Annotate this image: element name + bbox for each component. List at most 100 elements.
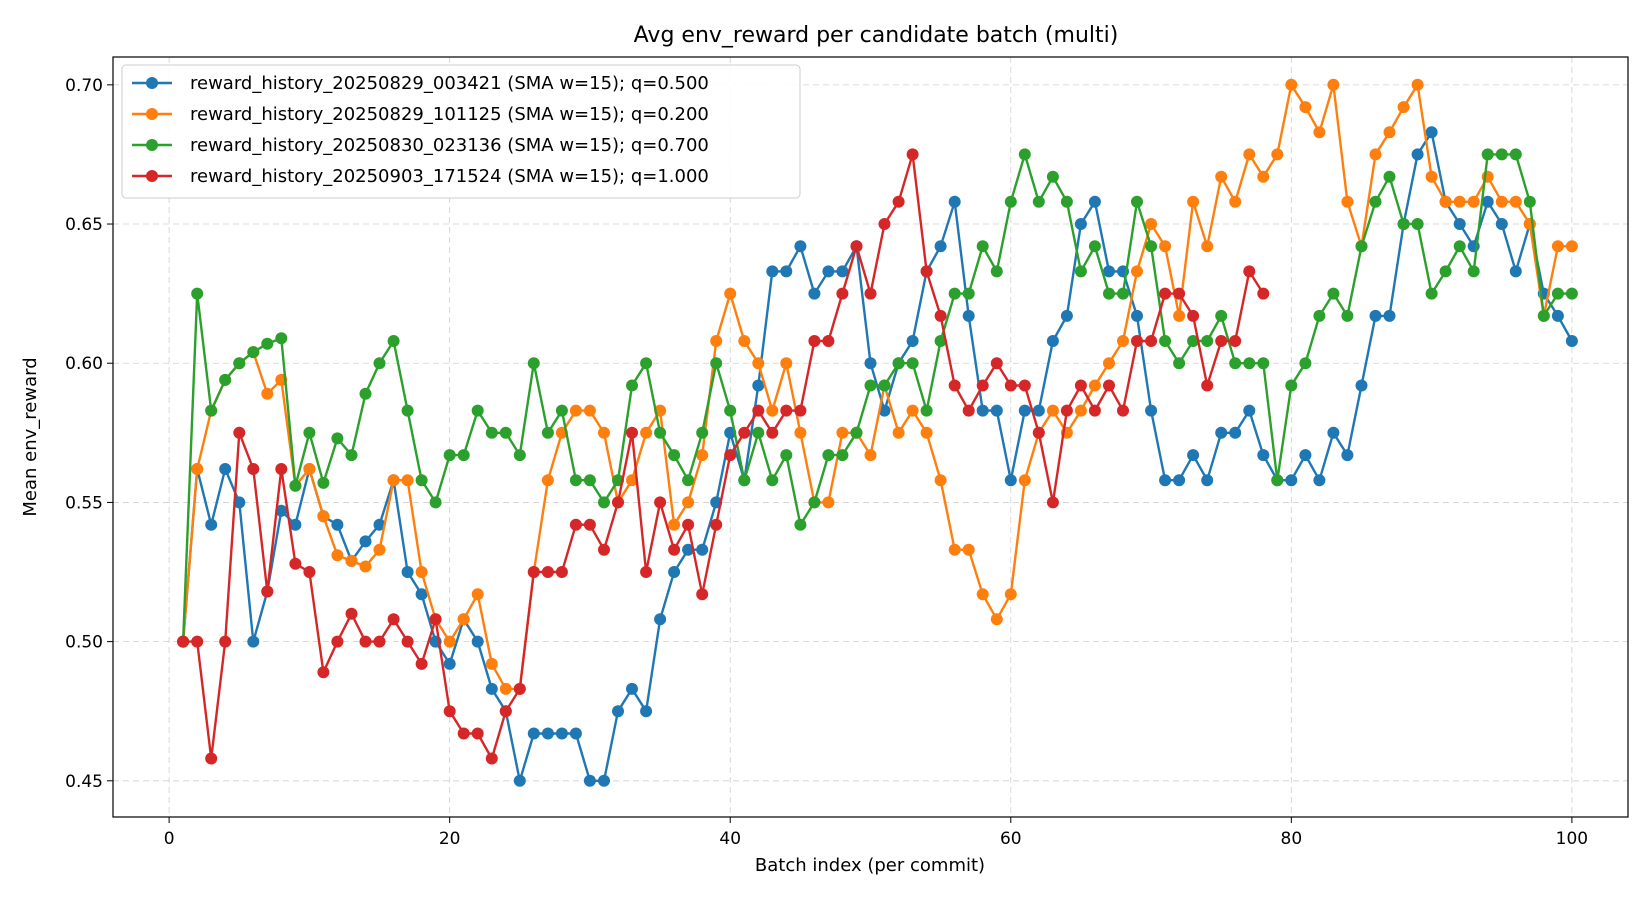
series-1-point: [682, 543, 695, 556]
series-1-point: [1173, 474, 1186, 487]
series-3-point: [808, 496, 821, 509]
series-3-point: [864, 379, 877, 392]
series-1-point: [752, 379, 765, 392]
series-1-point: [1285, 474, 1298, 487]
series-1-point: [1341, 449, 1354, 462]
series-3-point: [499, 426, 512, 439]
series-4-point: [794, 404, 807, 417]
series-2-point: [794, 426, 807, 439]
series-2-point: [401, 474, 414, 487]
series-3-point: [261, 337, 274, 350]
series-4-point: [612, 496, 624, 509]
series-1-point: [864, 357, 877, 370]
series-2-point: [948, 543, 961, 556]
series-4-point: [471, 727, 484, 740]
series-1-point: [1046, 335, 1059, 347]
series-4-point: [583, 518, 596, 531]
series-3-point: [1060, 195, 1073, 208]
series-4: [177, 148, 1270, 765]
series-2-point: [1467, 195, 1480, 208]
series-4-point: [962, 404, 975, 417]
series-4-point: [219, 635, 232, 648]
series-2-point: [1187, 195, 1200, 208]
series-2-point: [191, 463, 204, 475]
series-1-point: [1551, 309, 1564, 322]
series-4-point: [345, 607, 358, 620]
series-1-point: [906, 335, 919, 347]
series-4-point: [920, 265, 933, 278]
series-2-point: [1397, 101, 1410, 114]
series-1-point: [1215, 426, 1228, 439]
series-1-point: [1145, 404, 1158, 417]
series-2-point: [331, 549, 344, 562]
series-3-point: [892, 357, 905, 370]
series-2-point: [1411, 78, 1424, 91]
series-3-point: [682, 474, 695, 487]
series-1-point: [1257, 449, 1270, 462]
series-4-point: [682, 518, 695, 531]
legend-swatch-marker: [146, 77, 158, 89]
series-3-point: [738, 474, 751, 487]
series-2-point: [1018, 474, 1031, 487]
series-4-point: [499, 705, 512, 718]
series-1-point: [359, 535, 372, 548]
series-3-point: [275, 332, 288, 345]
series-2-point: [1215, 170, 1228, 183]
series-4-point: [261, 585, 274, 598]
series-2-point: [1074, 404, 1087, 417]
series-4-point: [738, 426, 751, 439]
series-4-point: [1159, 287, 1172, 300]
series-4-point: [668, 543, 681, 556]
series-3-point: [485, 426, 498, 439]
series-3-point: [654, 426, 667, 439]
series-3-point: [1257, 357, 1270, 370]
series-4-point: [1145, 335, 1158, 347]
series-3-point: [191, 287, 204, 300]
series-3-point: [331, 432, 344, 445]
series-3-point: [1537, 309, 1550, 322]
series-1-point: [275, 504, 288, 517]
series-4-point: [808, 335, 821, 347]
series-4-point: [513, 682, 526, 695]
series-3-point: [1467, 265, 1480, 278]
series-2-point: [976, 588, 989, 601]
series-3-point: [1145, 240, 1158, 253]
series-1-point: [527, 727, 540, 740]
series-4-point: [1117, 404, 1129, 417]
series-3-point: [822, 449, 835, 462]
series-4-point: [289, 557, 302, 570]
series-4-point: [654, 496, 667, 509]
legend-swatch-marker: [146, 139, 158, 151]
series-3-point: [668, 449, 681, 462]
series-3-point: [1369, 195, 1382, 208]
series-1-point: [1369, 309, 1382, 322]
series-1-point: [1327, 426, 1340, 439]
series-1-point: [1103, 265, 1115, 278]
series-3-point: [387, 335, 400, 347]
series-2-point: [780, 357, 793, 370]
x-tick-label: 40: [719, 829, 741, 849]
x-tick-label: 20: [439, 829, 461, 849]
series-2-point: [1327, 78, 1340, 91]
series-2-point: [1425, 170, 1438, 183]
y-tick-label: 0.55: [65, 493, 103, 513]
series-2-point: [822, 496, 835, 509]
series-3-point: [233, 357, 246, 370]
series-4-point: [710, 518, 723, 531]
legend: reward_history_20250829_003421 (SMA w=15…: [121, 64, 801, 199]
series-1-point: [1159, 474, 1172, 487]
series-2-point: [373, 543, 386, 556]
series-2-point: [1551, 240, 1564, 253]
series-2-point: [1509, 195, 1522, 208]
series-4-point: [864, 287, 877, 300]
series-3-point: [1215, 309, 1228, 322]
series-2-point: [724, 287, 737, 300]
series-1-point: [541, 727, 554, 740]
plot-area: [177, 78, 1578, 787]
series-3-point: [541, 426, 554, 439]
series-3-point: [429, 496, 442, 509]
series-3-point: [836, 449, 849, 462]
series-3-point: [303, 426, 316, 439]
series-2-point: [1004, 588, 1017, 601]
series-2-point: [541, 474, 554, 487]
